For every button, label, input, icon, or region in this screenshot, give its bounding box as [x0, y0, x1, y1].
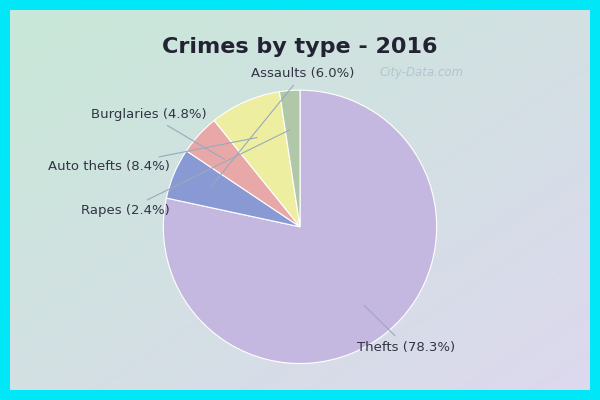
Wedge shape: [166, 151, 300, 227]
Text: Crimes by type - 2016: Crimes by type - 2016: [162, 36, 438, 56]
Text: Burglaries (4.8%): Burglaries (4.8%): [91, 108, 224, 160]
Text: Rapes (2.4%): Rapes (2.4%): [82, 130, 289, 217]
Wedge shape: [163, 90, 437, 364]
Wedge shape: [280, 90, 300, 227]
Wedge shape: [214, 92, 300, 227]
Text: Assaults (6.0%): Assaults (6.0%): [211, 67, 355, 187]
Text: Auto thefts (8.4%): Auto thefts (8.4%): [48, 138, 257, 173]
Text: Thefts (78.3%): Thefts (78.3%): [358, 305, 455, 354]
Text: City-Data.com: City-Data.com: [380, 66, 464, 79]
Wedge shape: [187, 120, 300, 227]
